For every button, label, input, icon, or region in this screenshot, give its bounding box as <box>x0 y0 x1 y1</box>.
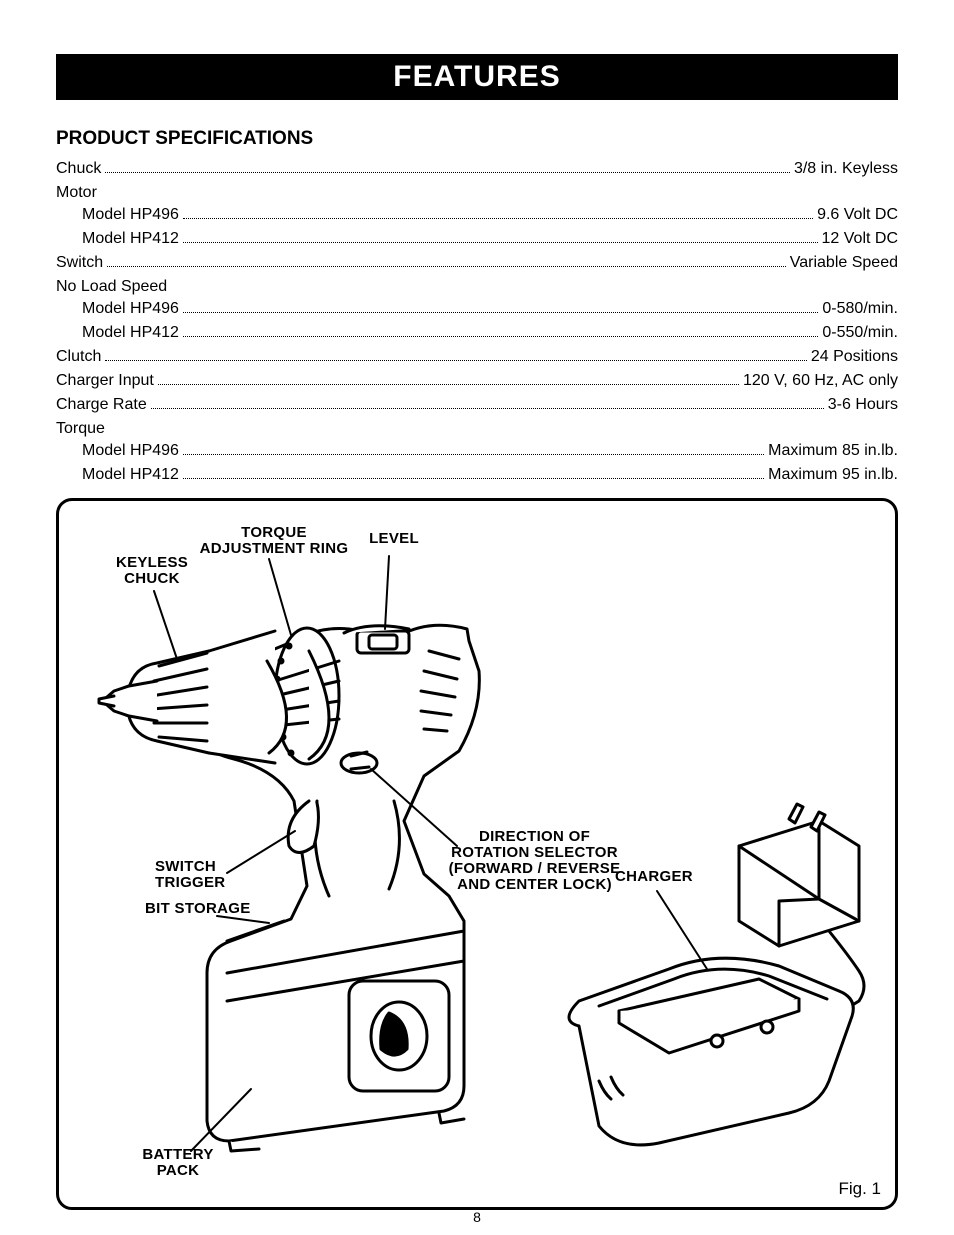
leader-dots <box>105 172 790 173</box>
spec-label: Model HP496 <box>82 440 179 462</box>
leader-dots <box>183 312 818 313</box>
leader-dots <box>151 408 824 409</box>
spec-row-noload-1: Model HP496 0-580/min. <box>56 298 898 320</box>
spec-row-chuck: Chuck 3/8 in. Keyless <box>56 158 898 180</box>
spec-label: Model HP496 <box>82 204 179 226</box>
label-charger: CHARGER <box>615 869 705 885</box>
spec-value: 3-6 Hours <box>828 394 898 416</box>
leader-dots <box>183 242 818 243</box>
spec-row-clutch: Clutch 24 Positions <box>56 346 898 368</box>
spec-row-torque-2: Model HP412 Maximum 95 in.lb. <box>56 464 898 486</box>
spec-row-torque-1: Model HP496 Maximum 85 in.lb. <box>56 440 898 462</box>
spec-row-motor-1: Model HP496 9.6 Volt DC <box>56 204 898 226</box>
label-battery-pack: BATTERY PACK <box>133 1147 223 1179</box>
spec-label: Model HP412 <box>82 464 179 486</box>
spec-value: 3/8 in. Keyless <box>794 158 898 180</box>
page-number: 8 <box>0 1209 954 1225</box>
leader-dots <box>183 478 764 479</box>
label-direction-selector: DIRECTION OF ROTATION SELECTOR (FORWARD … <box>447 829 622 893</box>
spec-label: Model HP412 <box>82 322 179 344</box>
leader-dots <box>183 336 818 337</box>
spec-label: Model HP412 <box>82 228 179 250</box>
label-bit-storage: BIT STORAGE <box>145 901 255 917</box>
spec-row-charge-rate: Charge Rate 3-6 Hours <box>56 394 898 416</box>
spec-row-noload-2: Model HP412 0-550/min. <box>56 322 898 344</box>
spec-row-charger-input: Charger Input 120 V, 60 Hz, AC only <box>56 370 898 392</box>
spec-value: 120 V, 60 Hz, AC only <box>743 370 898 392</box>
figure-box: KEYLESS CHUCK TORQUE ADJUSTMENT RING LEV… <box>56 498 898 1210</box>
spec-label: Switch <box>56 252 103 274</box>
label-switch-trigger: SWITCH TRIGGER <box>155 859 235 891</box>
leader-dots <box>183 454 764 455</box>
spec-value: 9.6 Volt DC <box>817 204 898 226</box>
label-torque-ring: TORQUE ADJUSTMENT RING <box>199 525 349 557</box>
spec-label: Charger Input <box>56 370 154 392</box>
leader-dots <box>107 266 786 267</box>
spec-header-motor: Motor <box>56 182 898 204</box>
leader-dots <box>158 384 739 385</box>
spec-label: Model HP496 <box>82 298 179 320</box>
spec-row-motor-2: Model HP412 12 Volt DC <box>56 228 898 250</box>
spec-value: Variable Speed <box>790 252 898 274</box>
spec-label: Charge Rate <box>56 394 147 416</box>
spec-value: Maximum 85 in.lb. <box>768 440 898 462</box>
leader-dots <box>105 360 806 361</box>
figure-caption: Fig. 1 <box>838 1179 881 1199</box>
spec-header-noload: No Load Speed <box>56 276 898 298</box>
label-keyless-chuck: KEYLESS CHUCK <box>107 555 197 587</box>
spec-row-switch: Switch Variable Speed <box>56 252 898 274</box>
spec-value: 0-550/min. <box>822 322 898 344</box>
spec-value: Maximum 95 in.lb. <box>768 464 898 486</box>
spec-value: 12 Volt DC <box>822 228 898 250</box>
spec-value: 0-580/min. <box>822 298 898 320</box>
leader-dots <box>183 218 813 219</box>
label-level: LEVEL <box>359 531 429 547</box>
spec-value: 24 Positions <box>811 346 898 368</box>
title-bar: FEATURES <box>56 54 898 100</box>
section-subtitle: PRODUCT SPECIFICATIONS <box>56 128 898 150</box>
page: FEATURES PRODUCT SPECIFICATIONS Chuck 3/… <box>0 0 954 1235</box>
spec-label: Clutch <box>56 346 101 368</box>
spec-label: Chuck <box>56 158 101 180</box>
spec-header-torque: Torque <box>56 418 898 440</box>
